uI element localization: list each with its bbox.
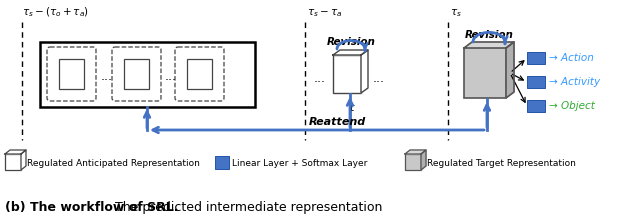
Polygon shape bbox=[421, 150, 426, 170]
Polygon shape bbox=[506, 42, 514, 98]
Polygon shape bbox=[333, 50, 368, 55]
Text: (b) The workflow of SRL.: (b) The workflow of SRL. bbox=[5, 200, 179, 213]
Polygon shape bbox=[361, 50, 368, 93]
Bar bbox=[464, 48, 506, 98]
FancyBboxPatch shape bbox=[112, 47, 161, 101]
Text: ...: ... bbox=[373, 72, 385, 84]
Polygon shape bbox=[464, 42, 514, 48]
Polygon shape bbox=[21, 150, 26, 170]
Bar bbox=[59, 59, 84, 89]
Polygon shape bbox=[5, 150, 26, 154]
Bar bbox=[333, 55, 361, 93]
Bar bbox=[215, 156, 229, 169]
Text: → Action: → Action bbox=[549, 53, 594, 63]
Bar bbox=[124, 59, 149, 89]
Text: $\tau_s - \tau_a$: $\tau_s - \tau_a$ bbox=[307, 7, 342, 19]
Text: ...: ... bbox=[165, 70, 177, 84]
Bar bbox=[5, 154, 21, 170]
Text: Revision: Revision bbox=[326, 37, 376, 47]
Text: The predicted intermediate representation: The predicted intermediate representatio… bbox=[111, 200, 382, 213]
Bar bbox=[527, 100, 545, 112]
Bar bbox=[527, 52, 545, 64]
Text: → Activity: → Activity bbox=[549, 77, 600, 87]
Text: Regulated Anticipated Representation: Regulated Anticipated Representation bbox=[27, 158, 200, 167]
Text: $\tau_s-(\tau_o+\tau_a)$: $\tau_s-(\tau_o+\tau_a)$ bbox=[22, 6, 89, 19]
Bar bbox=[40, 42, 255, 107]
Polygon shape bbox=[405, 150, 426, 154]
Text: $t$: $t$ bbox=[349, 101, 355, 113]
Text: → Object: → Object bbox=[549, 101, 595, 111]
FancyBboxPatch shape bbox=[175, 47, 224, 101]
FancyBboxPatch shape bbox=[47, 47, 96, 101]
Text: ...: ... bbox=[314, 72, 326, 84]
Bar bbox=[527, 76, 545, 88]
Text: Linear Layer + Softmax Layer: Linear Layer + Softmax Layer bbox=[232, 158, 367, 167]
Text: $\tau_s$: $\tau_s$ bbox=[450, 7, 462, 19]
Text: Reattend: Reattend bbox=[308, 117, 365, 127]
Bar bbox=[187, 59, 212, 89]
Bar bbox=[405, 154, 421, 170]
Text: Revision: Revision bbox=[465, 30, 513, 40]
Text: ...: ... bbox=[101, 70, 113, 84]
Text: Regulated Target Representation: Regulated Target Representation bbox=[427, 158, 576, 167]
